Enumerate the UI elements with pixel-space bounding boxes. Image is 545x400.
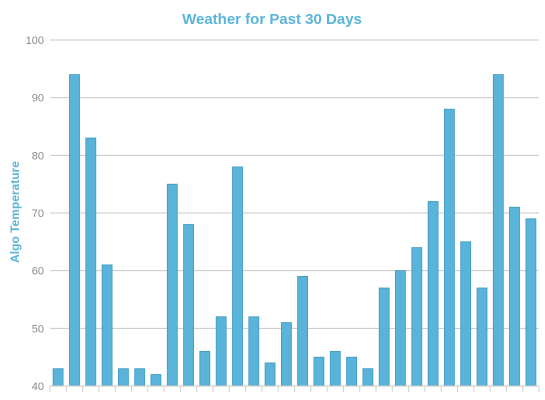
y-tick-label: 50 [32, 323, 44, 335]
y-tick-labels: 40 50 60 70 80 90 100 [26, 35, 44, 393]
y-tick-label: 90 [32, 93, 44, 105]
y-tick-label: 60 [32, 266, 44, 278]
bar [492, 74, 504, 387]
bar [411, 247, 423, 387]
y-tick-label: 70 [32, 208, 44, 220]
y-axis-label: Algo Temperature [8, 161, 22, 263]
bar [509, 206, 520, 387]
bar [248, 316, 260, 387]
bar [166, 183, 178, 387]
bar [362, 368, 374, 387]
bar [443, 108, 455, 387]
bar [134, 368, 146, 387]
bars [52, 74, 537, 387]
chart-title: Weather for Past 30 Days [182, 11, 362, 28]
bar [183, 224, 195, 387]
bar [297, 275, 309, 387]
bar [69, 74, 80, 387]
bar [232, 166, 243, 387]
bar [150, 374, 162, 387]
bar [346, 356, 358, 387]
bar [329, 350, 341, 387]
bar [280, 322, 292, 387]
bar [118, 368, 129, 387]
bar [264, 362, 276, 387]
bar [476, 287, 488, 387]
bar [199, 350, 211, 387]
bar [427, 201, 439, 387]
bar [313, 356, 325, 387]
bar [525, 218, 537, 387]
y-tick-label: 40 [32, 381, 44, 393]
bar [378, 287, 390, 387]
bar [215, 316, 227, 387]
y-tick-label: 100 [26, 35, 44, 47]
gridlines [50, 39, 539, 329]
bar [52, 368, 64, 387]
y-tick-label: 80 [32, 150, 44, 162]
bar [460, 241, 472, 387]
bar [394, 270, 406, 387]
bar [85, 137, 97, 387]
bar [101, 264, 113, 387]
x-axis [49, 385, 540, 392]
